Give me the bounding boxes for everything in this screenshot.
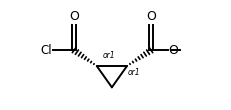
Text: O: O bbox=[146, 10, 155, 23]
Text: or1: or1 bbox=[103, 51, 115, 60]
Text: Cl: Cl bbox=[40, 44, 52, 57]
Text: O: O bbox=[69, 10, 79, 23]
Text: O: O bbox=[168, 44, 178, 57]
Text: or1: or1 bbox=[127, 68, 140, 77]
